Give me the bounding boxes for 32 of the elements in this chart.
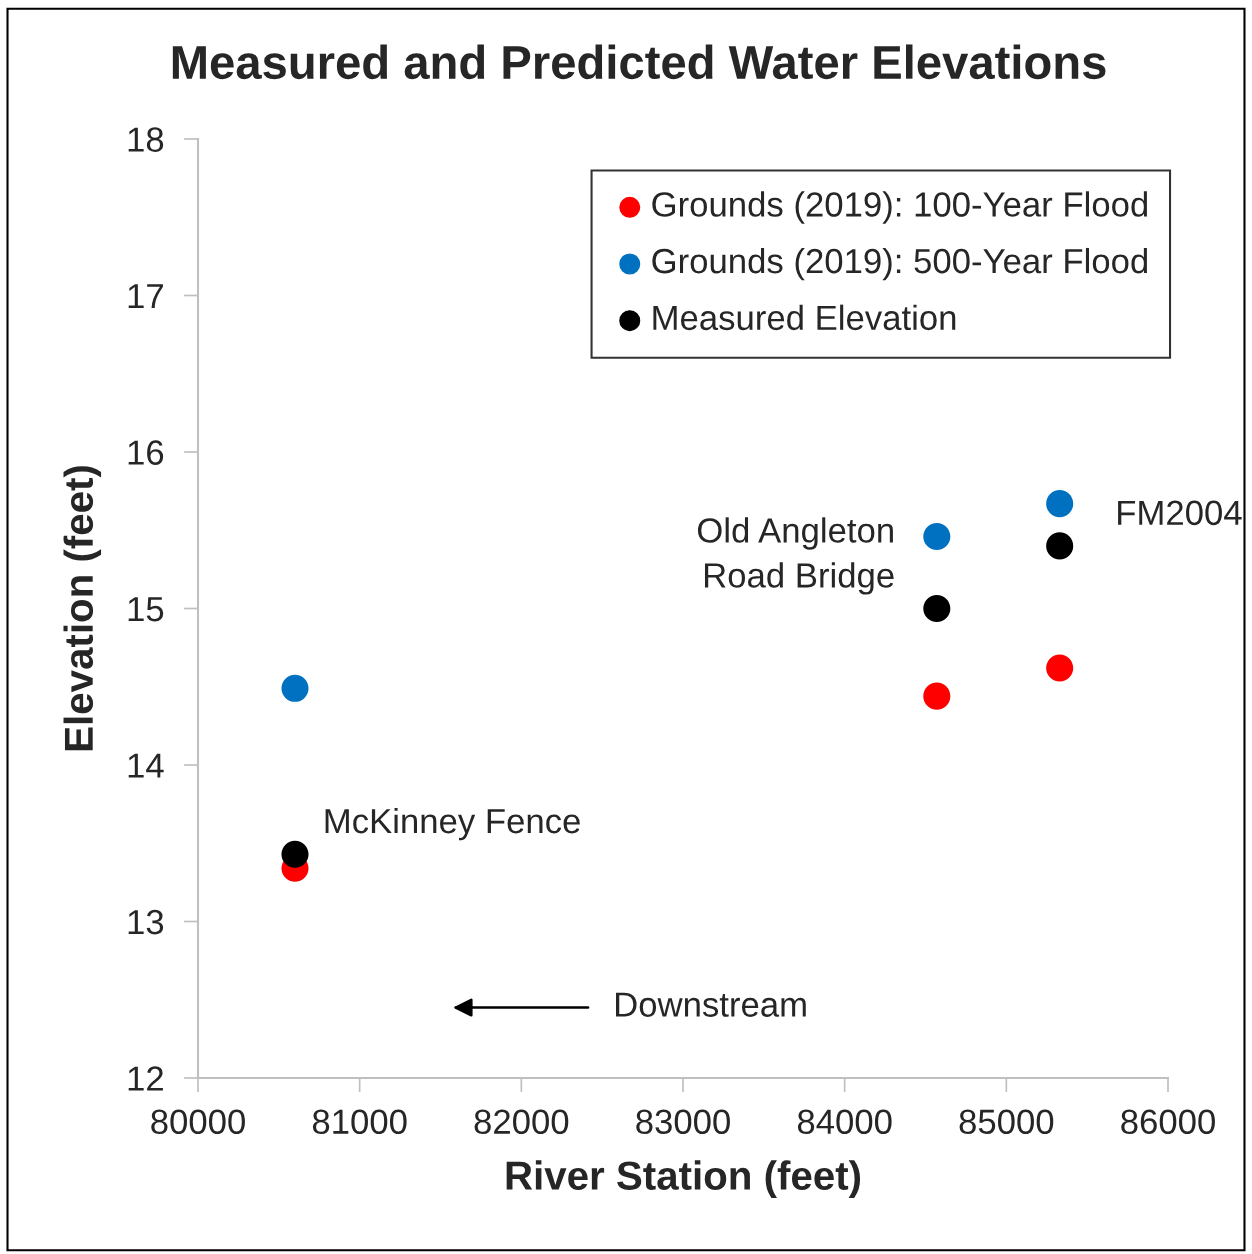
y-tick-label: 16 <box>128 440 164 465</box>
x-tick-label: 83000 <box>636 1109 730 1135</box>
point <box>281 674 309 702</box>
y-tick-label: 18 <box>128 127 164 152</box>
legend-label: Measured Elevation <box>653 304 956 331</box>
x-tick-label: 84000 <box>797 1109 892 1135</box>
legend-label: Grounds (2019): 100-Year Flood <box>652 191 1148 224</box>
point <box>1046 654 1074 682</box>
chart-title: Measured and Predicted Water Elevations <box>172 44 1106 80</box>
x-tick-label: 85000 <box>959 1109 1054 1135</box>
point <box>1046 490 1074 518</box>
y-axis-title: Elevation (feet) <box>63 466 102 751</box>
point <box>281 840 309 868</box>
point <box>1046 532 1074 560</box>
point <box>923 682 951 710</box>
x-tick-label: 86000 <box>1121 1109 1215 1135</box>
x-tick-label: 80000 <box>151 1109 245 1135</box>
y-tick-label: 17 <box>128 284 163 309</box>
annotation: McKinney Fence <box>325 807 580 841</box>
point <box>923 522 951 551</box>
x-tick-label: 81000 <box>312 1109 407 1135</box>
y-tick-label: 15 <box>128 597 164 622</box>
y-tick-label: 13 <box>128 909 164 935</box>
x-axis-title: River Station (feet) <box>506 1160 861 1198</box>
x-tick-label: 82000 <box>474 1109 569 1135</box>
point <box>923 594 951 623</box>
y-tick-label: 14 <box>128 753 164 778</box>
y-tick-label: 12 <box>128 1066 163 1091</box>
legend-label: Grounds (2019): 500-Year Flood <box>652 247 1148 281</box>
annotation: FM2004 <box>1118 500 1242 526</box>
annotation: Old Angleton Road Bridge <box>697 517 894 595</box>
annotation: Downstream <box>616 992 806 1017</box>
